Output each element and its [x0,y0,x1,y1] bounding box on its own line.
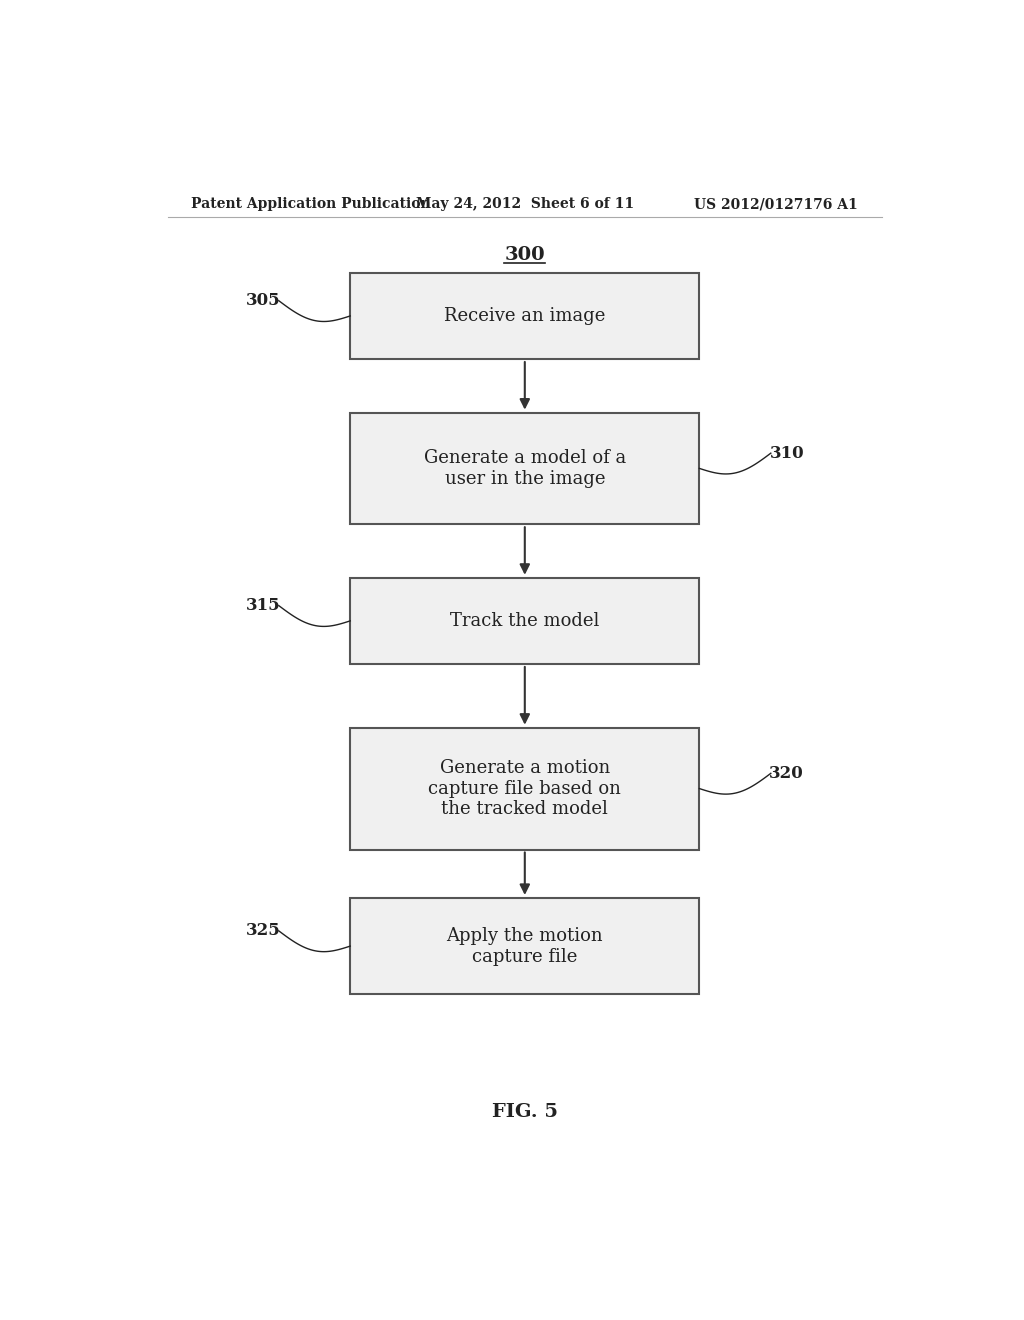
Bar [350,413,699,524]
Text: 315: 315 [246,597,281,614]
Text: Apply the motion
capture file: Apply the motion capture file [446,927,603,965]
Text: US 2012/0127176 A1: US 2012/0127176 A1 [694,197,858,211]
Text: Patent Application Publication: Patent Application Publication [191,197,431,211]
Text: 310: 310 [769,445,804,462]
Bar [350,273,699,359]
Text: Track the model: Track the model [451,612,599,630]
Bar [350,727,699,850]
Text: May 24, 2012  Sheet 6 of 11: May 24, 2012 Sheet 6 of 11 [416,197,634,211]
Text: Receive an image: Receive an image [444,308,605,325]
Text: 300: 300 [505,246,545,264]
Text: 305: 305 [246,292,281,309]
Text: 320: 320 [769,764,804,781]
Text: Generate a motion
capture file based on
the tracked model: Generate a motion capture file based on … [428,759,622,818]
Text: 325: 325 [246,923,281,940]
Text: Generate a model of a
user in the image: Generate a model of a user in the image [424,449,626,488]
Text: FIG. 5: FIG. 5 [492,1102,558,1121]
Bar [350,578,699,664]
Bar [350,898,699,994]
